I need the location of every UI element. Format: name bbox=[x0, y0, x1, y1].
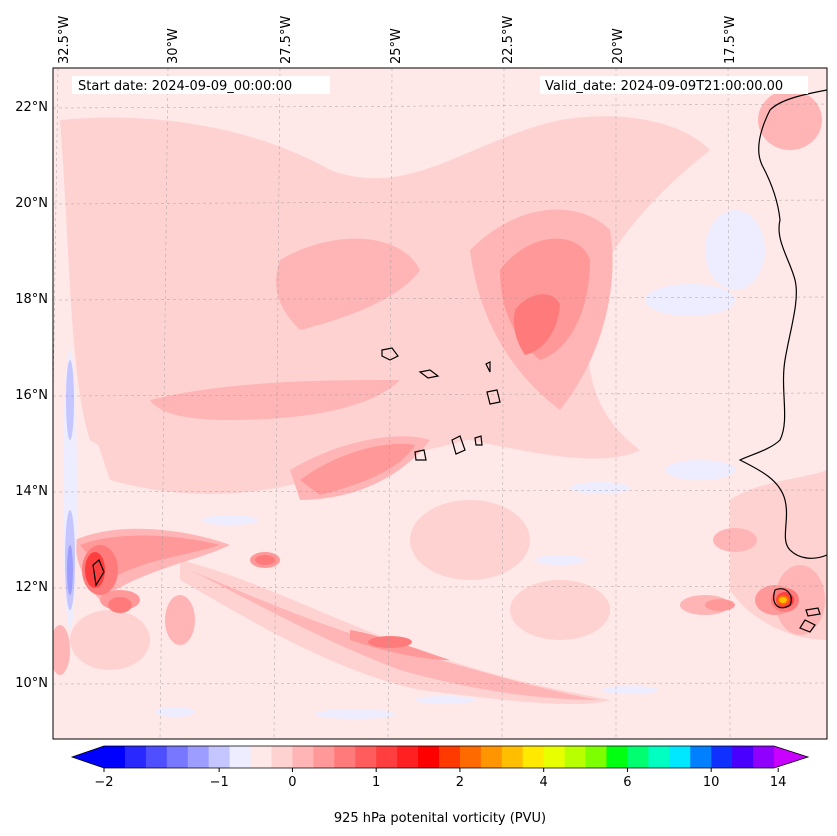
colorbar-tick-label: 14 bbox=[770, 775, 787, 790]
colorbar-segment bbox=[355, 746, 377, 768]
colorbar-tick-label: 10 bbox=[703, 775, 720, 790]
lon-label: 27.5°W bbox=[279, 16, 294, 64]
colorbar-segments bbox=[104, 746, 775, 768]
colorbar-segment bbox=[418, 746, 440, 768]
colorbar-segment bbox=[166, 746, 189, 768]
colorbar-segment bbox=[271, 746, 293, 768]
colorbar-segment bbox=[690, 746, 712, 768]
colorbar-tick-label: 1 bbox=[372, 775, 380, 790]
negative-pv-streak bbox=[63, 350, 77, 630]
colorbar-segment bbox=[669, 746, 691, 768]
longitude-labels: 32.5°W 30°W 27.5°W 25°W 22.5°W 20°W 17.5… bbox=[57, 16, 738, 64]
colorbar-segment bbox=[208, 746, 231, 768]
colorbar-segment bbox=[292, 746, 314, 768]
colorbar-segment bbox=[501, 746, 524, 768]
lon-label: 20°W bbox=[611, 28, 626, 64]
start-date-box bbox=[72, 76, 330, 94]
lon-label: 25°W bbox=[389, 28, 404, 64]
colorbar-tick-label: 4 bbox=[540, 775, 548, 790]
lat-label: 16°N bbox=[15, 388, 48, 403]
map-panel: Start date: 2024-09-09_00:00:00 Valid_da… bbox=[53, 68, 827, 739]
colorbar: −2 −1 0 1 2 4 6 10 14 925 hPa potenital vorticit… bbox=[70, 745, 810, 826]
valid-date-box bbox=[540, 76, 808, 94]
map-frame bbox=[52, 67, 828, 740]
colorbar-segment bbox=[627, 746, 649, 768]
colorbar-tick-label: −2 bbox=[94, 775, 113, 790]
colorbar-segment bbox=[439, 746, 461, 768]
colorbar-ticks: −2 −1 0 1 2 4 6 10 14 bbox=[94, 768, 786, 790]
graticule bbox=[53, 68, 827, 739]
lat-label: 12°N bbox=[15, 580, 48, 595]
colorbar-tick-label: 2 bbox=[456, 775, 464, 790]
lat-label: 14°N bbox=[15, 484, 48, 499]
colorbar-segment bbox=[564, 746, 587, 768]
colorbar-segment bbox=[250, 746, 272, 768]
lon-label: 32.5°W bbox=[57, 16, 72, 64]
pv-core-peak bbox=[779, 597, 787, 603]
lat-label: 10°N bbox=[15, 676, 48, 691]
colorbar-extend-low bbox=[72, 746, 104, 768]
colorbar-segment bbox=[732, 746, 754, 768]
colorbar-tick-label: 6 bbox=[623, 775, 631, 790]
colorbar-segment bbox=[459, 746, 482, 768]
colorbar-segment bbox=[522, 746, 545, 768]
colorbar-segment bbox=[376, 746, 398, 768]
colorbar-extend-high bbox=[774, 746, 808, 768]
colorbar-segment bbox=[187, 746, 210, 768]
colorbar-segment bbox=[543, 746, 566, 768]
colorbar-segment bbox=[229, 746, 252, 768]
colorbar-segment bbox=[753, 746, 775, 768]
lat-label: 18°N bbox=[15, 292, 48, 307]
colorbar-segment bbox=[648, 746, 670, 768]
colorbar-segment bbox=[334, 746, 356, 768]
colorbar-segment bbox=[606, 746, 628, 768]
valid-date-label: Valid_date: 2024-09-09T21:00:00.00 bbox=[545, 79, 783, 94]
lon-label: 17.5°W bbox=[723, 16, 738, 64]
colorbar-segment bbox=[313, 746, 335, 768]
colorbar-title: 925 hPa potenital vorticity (PVU) bbox=[334, 811, 546, 826]
colorbar-segment bbox=[480, 746, 503, 768]
lon-label: 30°W bbox=[166, 28, 181, 64]
lon-label: 22.5°W bbox=[501, 16, 516, 64]
colorbar-segment bbox=[104, 746, 126, 768]
latitude-labels: 22°N 20°N 18°N 16°N 14°N 12°N 10°N bbox=[15, 100, 48, 691]
start-date-label: Start date: 2024-09-09_00:00:00 bbox=[78, 79, 292, 94]
colorbar-segment bbox=[711, 746, 733, 768]
lat-label: 20°N bbox=[15, 196, 48, 211]
colorbar-segment bbox=[124, 746, 147, 768]
coastlines bbox=[92, 89, 827, 633]
colorbar-segment bbox=[585, 746, 607, 768]
lat-label: 22°N bbox=[15, 100, 48, 115]
colorbar-segment bbox=[397, 746, 419, 768]
colorbar-segment bbox=[145, 746, 168, 768]
colorbar-outline bbox=[70, 745, 810, 769]
colorbar-tick-label: −1 bbox=[210, 775, 229, 790]
colorbar-tick-label: 0 bbox=[288, 775, 296, 790]
